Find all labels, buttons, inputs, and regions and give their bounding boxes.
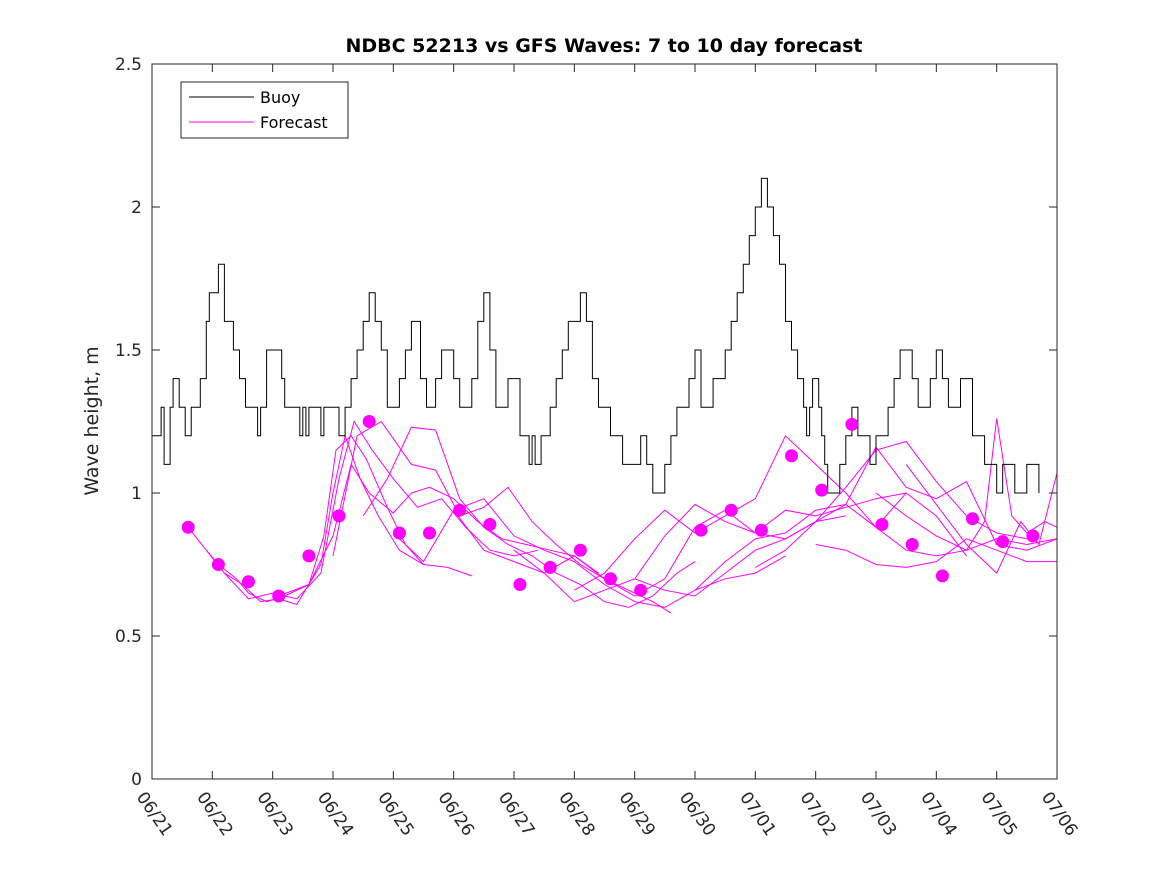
x-tick-label: 06/25: [373, 788, 417, 840]
forecast-marker: [694, 523, 708, 537]
forecast-marker: [513, 578, 527, 591]
forecast-marker: [875, 518, 889, 531]
y-axis: 0 0.5 1 1.5 2 2.5: [115, 55, 1057, 790]
forecast-marker: [966, 512, 979, 526]
legend-label-forecast: Forecast: [260, 113, 328, 132]
x-tick-label: 06/24: [313, 788, 357, 840]
forecast-marker: [905, 538, 919, 551]
x-tick-label: 06/27: [494, 788, 538, 840]
forecast-line-10: [634, 440, 1027, 597]
y-tick-label: 0.5: [115, 627, 142, 647]
x-axis: 06/21 06/22 06/23 06/24 06/25 06/26 06/27 06/28…: [132, 64, 1081, 840]
forecast-marker: [754, 523, 768, 537]
legend-label-buoy: Buoy: [260, 88, 300, 107]
forecast-marker: [211, 558, 225, 571]
forecast-marker: [181, 520, 195, 534]
x-tick-label: 07/06: [1037, 788, 1081, 840]
y-tick-label: 0: [131, 770, 142, 790]
forecast-marker: [332, 509, 346, 523]
forecast-marker: [845, 417, 859, 431]
y-tick-label: 2.5: [115, 55, 142, 75]
forecast-marker: [935, 569, 949, 583]
forecast-line-12: [755, 446, 1057, 568]
forecast-marker: [392, 526, 406, 540]
y-axis-label: Wave height, m: [81, 346, 103, 495]
forecast-marker: [604, 572, 617, 586]
x-tick-label: 06/26: [434, 788, 478, 840]
forecast-line-7: [453, 509, 846, 597]
forecast-marker: [302, 549, 316, 563]
forecast-marker: [453, 503, 467, 517]
forecast-marker: [362, 415, 376, 428]
x-tick-label: 06/28: [554, 788, 598, 840]
forecast-line-15: [905, 464, 1057, 574]
forecast-marker: [423, 526, 436, 540]
y-tick-label: 2: [131, 198, 142, 218]
legend-box: [180, 81, 349, 139]
x-tick-label: 07/03: [856, 788, 900, 840]
forecast-marker: [724, 503, 738, 517]
x-tick-label: 06/23: [253, 788, 297, 840]
x-tick-label: 06/30: [675, 788, 719, 840]
forecast-marker: [1026, 529, 1040, 543]
forecast-line-1: [205, 433, 472, 606]
x-tick-label: 07/05: [977, 788, 1021, 840]
forecast-line-2: [224, 420, 539, 600]
legend: Buoy Forecast: [180, 81, 349, 139]
forecast-marker: [785, 449, 798, 463]
forecast-line-4: [332, 420, 672, 614]
y-tick-label: 1: [131, 484, 142, 504]
plot-frame: [151, 63, 1058, 780]
forecast-marker: [573, 543, 587, 557]
forecast-line-14: [875, 418, 1057, 551]
forecast-marker: [634, 583, 648, 597]
forecast-line-13: [815, 538, 1057, 568]
forecast-line-8: [513, 492, 907, 603]
forecast-marker: [996, 535, 1010, 549]
forecast-marker: [815, 483, 829, 497]
forecast-marker: [272, 589, 286, 603]
forecast-line-9: [574, 434, 967, 591]
forecast-line-11: [694, 503, 1057, 591]
chart-title: NDBC 52213 vs GFS Waves: 7 to 10 day for…: [345, 35, 862, 57]
forecast-line-5: [362, 426, 696, 608]
y-tick-label: 1.5: [115, 341, 142, 361]
x-tick-label: 07/04: [916, 788, 960, 840]
buoy-line: [152, 177, 1040, 494]
forecast-marker: [242, 575, 255, 589]
forecast-line-0: [187, 435, 424, 603]
forecast-marker: [483, 518, 497, 531]
x-tick-label: 06/21: [132, 788, 176, 840]
x-tick-label: 06/29: [615, 788, 659, 840]
x-tick-label: 06/22: [192, 788, 236, 840]
x-tick-label: 07/02: [796, 788, 840, 840]
x-tick-label: 07/01: [735, 788, 779, 840]
forecast-marker: [543, 560, 557, 574]
series-layer: [152, 177, 1057, 614]
